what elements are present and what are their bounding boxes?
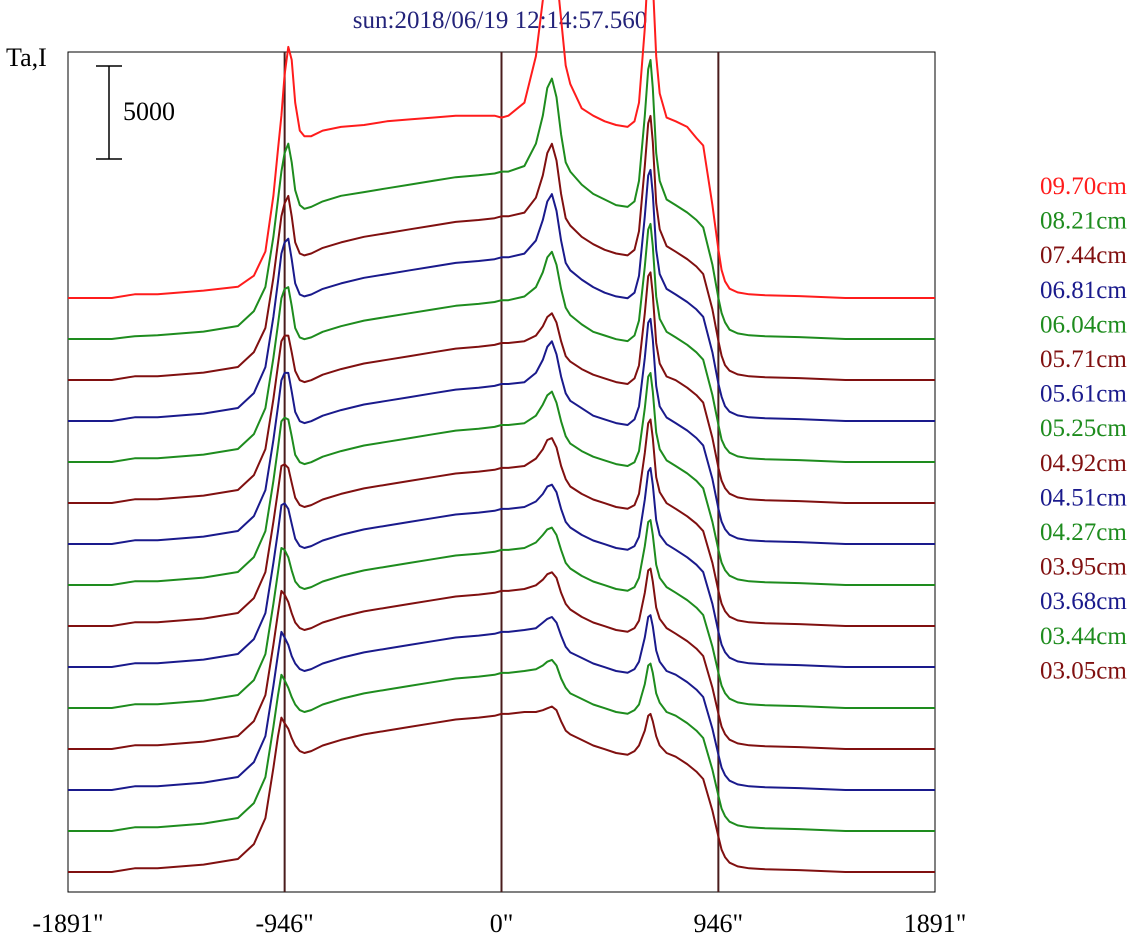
chart-title: sun:2018/06/19 12:14:57.560 (353, 7, 647, 34)
legend-entry-03.95cm: 03.95cm (1040, 554, 1127, 581)
scale-bar-label: 5000 (123, 97, 175, 126)
series-line-05.25cm (68, 372, 935, 586)
legend-entry-06.04cm: 06.04cm (1040, 311, 1127, 338)
series-lines (68, 0, 935, 873)
series-line-06.04cm (68, 222, 935, 463)
legend-entry-05.25cm: 05.25cm (1040, 415, 1127, 442)
scale-bar: 5000 (96, 65, 175, 160)
series-line-08.21cm (68, 59, 935, 340)
series-line-07.44cm (68, 114, 935, 381)
series-line-04.51cm (68, 467, 935, 668)
x-tick-label-3: 946" (694, 909, 744, 938)
series-line-03.68cm (68, 614, 935, 791)
series-line-03.44cm (68, 658, 935, 832)
series-line-06.81cm (68, 168, 935, 422)
legend-entry-04.27cm: 04.27cm (1040, 519, 1127, 546)
x-tick-label-4: 1891" (904, 909, 967, 938)
x-tick-label-2: 0" (490, 909, 514, 938)
legend-entry-06.81cm: 06.81cm (1040, 277, 1127, 304)
reference-lines (283, 52, 720, 892)
legend: 09.70cm 08.21cm 07.44cm 06.81cm 06.04cm 05.71… (1040, 173, 1127, 684)
series-line-09.70cm (68, 0, 935, 299)
series-line-04.27cm (68, 519, 935, 709)
legend-entry-05.61cm: 05.61cm (1040, 381, 1127, 408)
legend-entry-03.05cm: 03.05cm (1040, 657, 1127, 684)
legend-entry-04.92cm: 04.92cm (1040, 450, 1127, 477)
series-line-05.71cm (68, 271, 935, 504)
legend-entry-09.70cm: 09.70cm (1040, 173, 1127, 200)
x-tick-label-0: -1891" (32, 909, 103, 938)
x-tick-labels: -1891" -946" 0" 946" 1891" (32, 909, 966, 938)
legend-entry-03.44cm: 03.44cm (1040, 623, 1127, 650)
y-axis-label: Ta,I (6, 43, 47, 72)
series-line-03.95cm (68, 567, 935, 750)
series-line-05.61cm (68, 317, 935, 545)
legend-entry-03.68cm: 03.68cm (1040, 588, 1127, 615)
legend-entry-07.44cm: 07.44cm (1040, 242, 1127, 269)
legend-entry-08.21cm: 08.21cm (1040, 208, 1127, 235)
series-line-03.05cm (68, 705, 935, 873)
x-tick-label-1: -946" (255, 909, 313, 938)
legend-entry-05.71cm: 05.71cm (1040, 346, 1127, 373)
legend-entry-04.51cm: 04.51cm (1040, 484, 1127, 511)
series-line-04.92cm (68, 418, 935, 627)
